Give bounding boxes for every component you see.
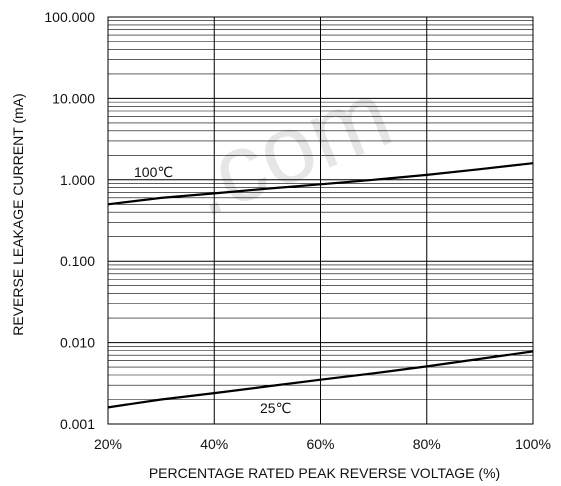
y-tick-label: 0.001 xyxy=(60,416,95,432)
watermark-text: .com xyxy=(172,60,405,237)
series-layer xyxy=(107,162,534,409)
series-line-1 xyxy=(107,350,534,409)
x-axis-title: PERCENTAGE RATED PEAK REVERSE VOLTAGE (%… xyxy=(149,465,500,481)
plot-frame xyxy=(107,16,534,425)
y-tick-label: 1.000 xyxy=(60,172,95,188)
x-tick-label: 20% xyxy=(94,436,122,452)
y-tick-label: 10.000 xyxy=(52,90,95,106)
y-tick-label: 100.000 xyxy=(44,9,95,25)
y-tick-label: 0.010 xyxy=(60,335,95,351)
major-grid xyxy=(107,16,534,425)
series-label-100c: 100℃ xyxy=(134,164,173,180)
x-tick-label: 40% xyxy=(200,436,228,452)
y-tick-labels: 0.001 0.010 0.100 1.000 10.000 100.000 xyxy=(44,9,95,432)
x-tick-label: 100% xyxy=(515,436,551,452)
x-tick-labels: 20% 40% 60% 80% 100% xyxy=(94,436,551,452)
y-axis-title: REVERSE LEAKAGE CURRENT (mA) xyxy=(10,93,26,335)
x-tick-label: 60% xyxy=(306,436,334,452)
y-tick-label: 0.100 xyxy=(60,253,95,269)
series-label-25c: 25℃ xyxy=(260,400,291,416)
x-tick-label: 80% xyxy=(413,436,441,452)
series-line-0 xyxy=(107,162,534,206)
